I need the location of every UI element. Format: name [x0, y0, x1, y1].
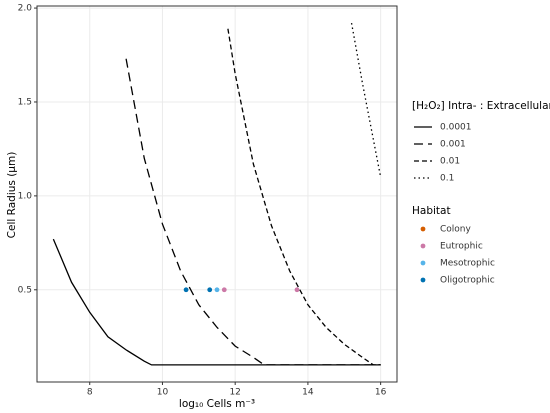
- legend-key: [420, 226, 426, 232]
- legend-key: [420, 277, 426, 283]
- y-tick-label: 1.0: [18, 191, 33, 201]
- legend-label: Mesotrophic: [440, 259, 495, 269]
- series-line: [227, 28, 381, 366]
- series-line: [125, 58, 381, 366]
- x-tick-label: 14: [302, 388, 314, 398]
- y-tick-label: 0.5: [18, 285, 32, 295]
- legend-title: Habitat: [412, 205, 451, 217]
- y-tick-label: 1.5: [18, 97, 32, 107]
- series-line: [52, 238, 381, 366]
- plot-border: [36, 5, 398, 383]
- legend-label: 0.01: [440, 157, 460, 167]
- plot-background: [37, 6, 397, 382]
- legend-label: 0.1: [440, 174, 454, 184]
- x-tick-label: 12: [229, 388, 240, 398]
- point: [207, 287, 213, 293]
- legend-title: [H₂O₂] Intra- : Extracellular: [412, 100, 550, 112]
- y-axis-label: Cell Radius (μm): [6, 152, 18, 239]
- legend-label: 0.001: [440, 140, 466, 150]
- point: [214, 287, 220, 293]
- x-tick-label: 16: [375, 388, 387, 398]
- y-tick-label: 2.0: [18, 4, 33, 14]
- point: [221, 287, 227, 293]
- x-axis-label: log₁₀ Cells m⁻³: [179, 398, 255, 410]
- legend-key: [420, 260, 426, 266]
- x-tick-label: 10: [157, 388, 169, 398]
- point: [183, 287, 189, 293]
- legend-label: 0.0001: [440, 123, 472, 133]
- legend-key: [420, 243, 426, 249]
- x-tick-label: 8: [87, 388, 93, 398]
- legend-label: Oligotrophic: [440, 276, 495, 286]
- legend-label: Eutrophic: [440, 242, 483, 252]
- point: [294, 287, 300, 293]
- legend-label: Colony: [440, 225, 472, 235]
